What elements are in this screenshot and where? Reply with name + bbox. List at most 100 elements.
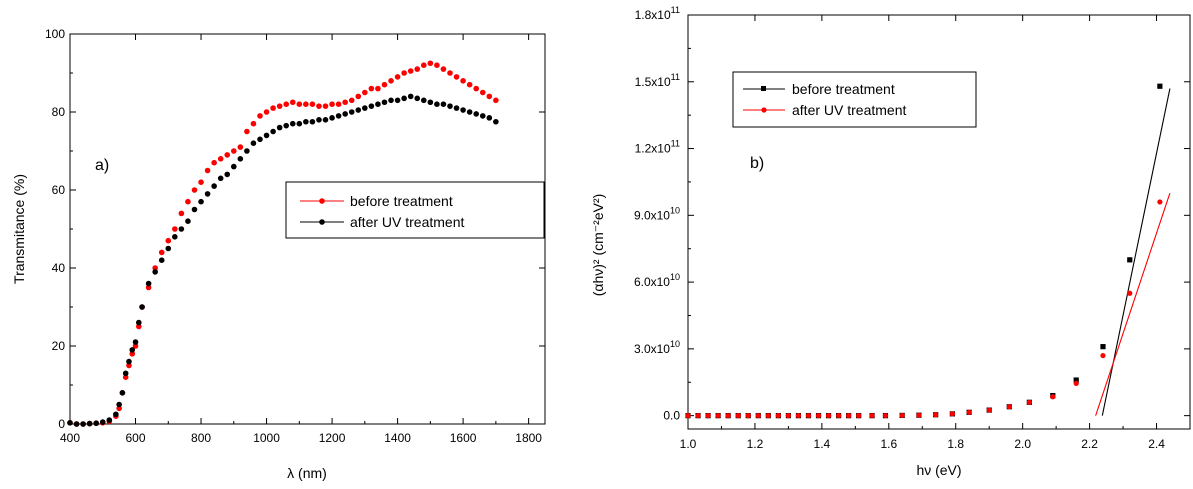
data-point	[316, 117, 322, 123]
data-point	[745, 413, 751, 419]
data-point	[486, 93, 493, 100]
data-point	[381, 81, 388, 88]
data-point	[165, 245, 172, 252]
data-point	[152, 269, 158, 275]
data-point	[355, 93, 362, 100]
legend-box	[732, 71, 977, 128]
data-point	[695, 413, 701, 419]
data-point	[224, 171, 231, 178]
data-point	[237, 144, 244, 150]
data-point	[165, 237, 172, 244]
data-point	[795, 413, 802, 419]
data-point	[479, 89, 486, 96]
x-tick-label: 800	[191, 431, 211, 445]
x-tick-label: 2.4	[1148, 437, 1165, 451]
data-point	[126, 362, 132, 369]
series-after-uv-treatment	[685, 199, 1163, 419]
data-point	[986, 407, 992, 413]
data-point	[775, 413, 781, 419]
data-point	[348, 109, 355, 115]
legend-marker-after-uv-treatment	[319, 219, 325, 225]
data-point	[322, 103, 329, 109]
data-point	[375, 85, 381, 92]
x-tick-label: 1200	[319, 431, 346, 445]
x-tick-label: 2.0	[1014, 437, 1031, 451]
data-point	[420, 62, 427, 68]
data-point	[715, 413, 721, 419]
data-point	[427, 99, 434, 106]
data-point	[217, 175, 224, 182]
data-point	[204, 191, 211, 197]
data-point	[132, 339, 139, 345]
data-point	[856, 413, 862, 419]
data-point	[447, 103, 453, 109]
data-point	[473, 111, 480, 117]
data-point	[244, 128, 250, 135]
data-point	[289, 99, 296, 106]
data-point	[493, 118, 499, 125]
y-tick-label: 20	[52, 339, 66, 353]
y-tick-label: 100	[45, 27, 65, 41]
data-point	[407, 93, 414, 100]
data-point	[916, 412, 922, 418]
data-point	[1006, 404, 1012, 410]
data-point	[381, 99, 388, 106]
y-tick-label: 9.0x1010	[634, 205, 680, 222]
data-point	[322, 117, 329, 123]
data-point	[966, 409, 972, 415]
data-point	[414, 95, 421, 102]
data-point	[230, 148, 237, 154]
data-point	[414, 66, 421, 72]
data-point	[493, 97, 499, 104]
data-point	[440, 101, 447, 107]
data-point	[342, 111, 348, 117]
y-axis-title: Transmitance (%)	[11, 174, 27, 284]
panel-b-tauc-plot: 1.0 1.2 1.4 1.6 1.8 2.0 2.2 2.4 0.0 3.0x1010 6.0x…	[590, 5, 1191, 478]
x-tick-label: 1.6	[880, 437, 897, 451]
data-point	[204, 167, 211, 174]
data-point	[342, 99, 348, 106]
data-point	[394, 74, 401, 80]
data-point	[836, 413, 842, 419]
data-point	[145, 284, 152, 291]
data-point	[129, 347, 136, 353]
data-point	[466, 81, 473, 88]
data-point	[191, 206, 198, 213]
series-before-treatment	[685, 83, 1163, 419]
data-point	[237, 156, 244, 162]
data-point	[316, 103, 322, 109]
data-point	[335, 113, 342, 119]
y-axis-title: (αhν)² (cm⁻²eV²)	[590, 194, 606, 297]
data-point	[705, 413, 711, 419]
panel-a-transmittance-chart: 400 600 800 1000 1200 1400 1600 1800 0 20 40 60 80 1…	[11, 27, 546, 481]
data-point	[145, 280, 152, 287]
legend-marker-after-uv-treatment	[761, 107, 767, 113]
data-point	[1127, 257, 1133, 263]
data-point	[198, 179, 204, 185]
data-point	[362, 105, 368, 111]
data-point	[119, 390, 126, 396]
data-point	[899, 412, 905, 419]
y-tick-label: 0.0	[663, 409, 680, 423]
data-point	[116, 405, 122, 412]
data-point	[309, 101, 316, 107]
x-axis-title: hν (eV)	[916, 462, 961, 478]
plot-frame	[687, 14, 1191, 430]
data-point	[158, 249, 165, 256]
data-point	[685, 413, 691, 419]
data-point	[453, 105, 460, 111]
data-point	[933, 412, 939, 418]
x-axis-title: λ (nm)	[287, 465, 327, 481]
x-tick-label: 1.8	[947, 437, 964, 451]
data-point	[309, 118, 316, 125]
data-point	[132, 343, 139, 349]
y-axis-ticks: 0 20 40 60 80 100	[45, 27, 545, 431]
data-point	[375, 101, 381, 107]
data-point	[335, 101, 342, 107]
data-point	[427, 60, 434, 67]
data-point	[122, 370, 129, 377]
data-point	[224, 152, 231, 158]
data-point	[296, 101, 303, 107]
data-point	[447, 70, 453, 76]
